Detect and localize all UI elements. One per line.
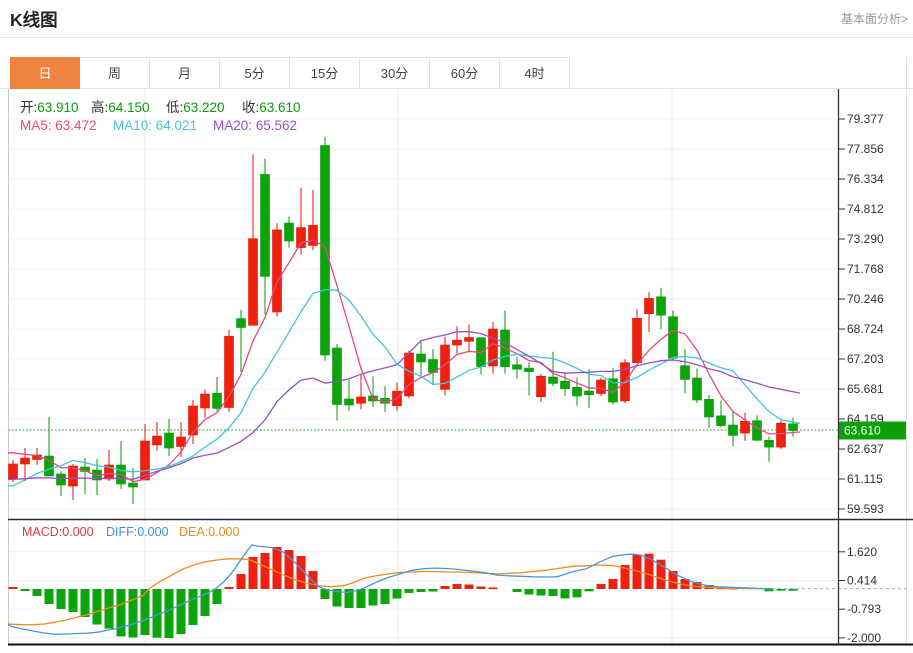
svg-text:62.637: 62.637: [847, 442, 884, 456]
svg-text:71.768: 71.768: [847, 262, 884, 276]
svg-text:1.620: 1.620: [847, 545, 877, 559]
svg-text:68.724: 68.724: [847, 322, 884, 336]
svg-text:MA5: 63.472: MA5: 63.472: [20, 118, 97, 133]
svg-text:DIFF:0.000: DIFF:0.000: [106, 525, 169, 539]
svg-text:收:63.610: 收:63.610: [242, 100, 301, 115]
svg-text:MACD:0.000: MACD:0.000: [22, 525, 94, 539]
svg-text:0.414: 0.414: [847, 574, 877, 588]
svg-text:73.290: 73.290: [847, 232, 884, 246]
svg-text:低:63.220: 低:63.220: [166, 100, 225, 115]
svg-text:79.377: 79.377: [847, 112, 884, 126]
svg-text:65.681: 65.681: [847, 382, 884, 396]
svg-text:DEA:0.000: DEA:0.000: [179, 525, 240, 539]
svg-text:63.610: 63.610: [844, 424, 881, 438]
svg-text:MA10: 64.021: MA10: 64.021: [113, 118, 197, 133]
svg-text:74.812: 74.812: [847, 202, 884, 216]
svg-text:67.203: 67.203: [847, 352, 884, 366]
svg-text:70.246: 70.246: [847, 292, 884, 306]
svg-text:高:64.150: 高:64.150: [91, 99, 150, 115]
svg-text:-0.793: -0.793: [847, 602, 881, 616]
svg-text:MA20: 65.562: MA20: 65.562: [213, 118, 297, 133]
svg-text:77.856: 77.856: [847, 142, 884, 156]
svg-text:61.115: 61.115: [847, 472, 883, 486]
svg-text:76.334: 76.334: [847, 172, 884, 186]
svg-text:59.593: 59.593: [847, 502, 884, 516]
svg-text:开:63.910: 开:63.910: [20, 100, 79, 115]
svg-text:-2.000: -2.000: [847, 631, 881, 645]
